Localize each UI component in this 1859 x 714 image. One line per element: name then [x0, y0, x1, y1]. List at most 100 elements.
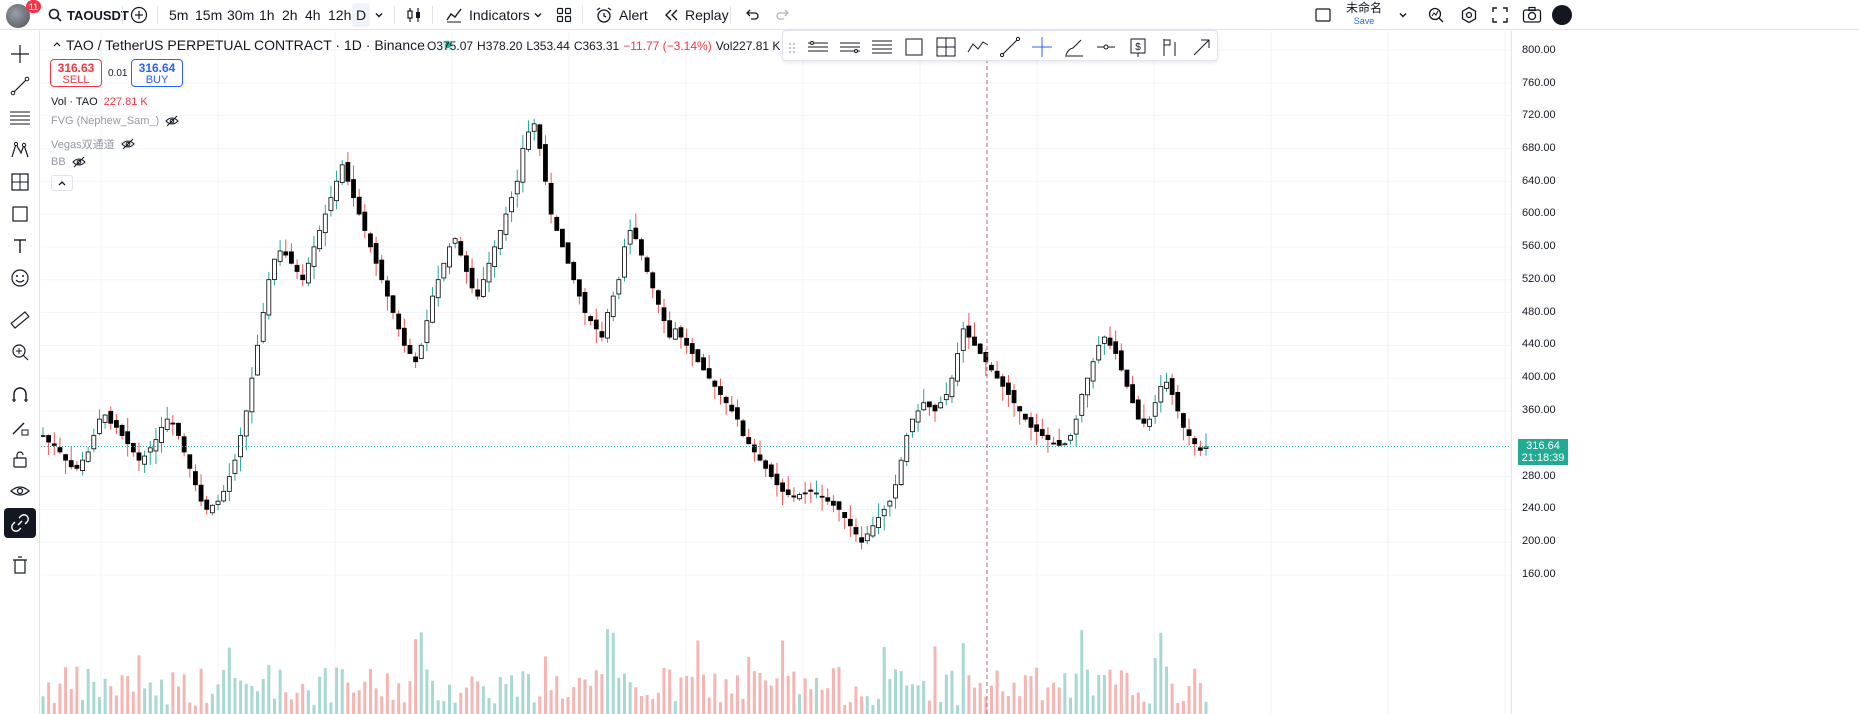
lock-drawings-tool[interactable] — [4, 444, 36, 474]
volume-bar — [385, 673, 389, 714]
chart-type-button[interactable] — [405, 0, 423, 30]
publish-avatar[interactable] — [1552, 5, 1572, 25]
volume-bar — [961, 643, 965, 714]
interval-4h[interactable]: 4h — [305, 7, 321, 23]
layout-select-button[interactable] — [1314, 0, 1332, 30]
shapes-tool[interactable] — [4, 199, 36, 229]
crosshair-tool[interactable] — [4, 39, 36, 69]
brush-icon[interactable] — [1063, 36, 1085, 58]
fullscreen-button[interactable] — [1492, 0, 1508, 30]
alert-button[interactable]: Alert — [595, 0, 648, 30]
candle-body — [893, 484, 898, 499]
candle-body — [661, 307, 667, 322]
candle-body — [153, 439, 159, 452]
candle-body — [187, 454, 193, 469]
candle-body — [593, 319, 599, 330]
eye-hidden-icon[interactable] — [71, 156, 86, 168]
replay-button[interactable]: Replay — [663, 0, 729, 30]
interval-12h[interactable]: 12h — [328, 7, 352, 23]
compare-symbol-button[interactable] — [130, 0, 148, 30]
drag-handle-icon[interactable] — [787, 36, 797, 58]
trend-line-tool[interactable] — [4, 71, 36, 101]
redo-button[interactable] — [775, 0, 791, 30]
magnet-tool[interactable] — [4, 380, 36, 410]
symbol-description[interactable]: TAO / TetherUS PERPETUAL CONTRACT · 1D ·… — [66, 37, 425, 53]
path-icon[interactable] — [967, 36, 989, 58]
market-status-dot — [442, 40, 453, 50]
forecast-tool[interactable] — [4, 167, 36, 197]
indicators-button[interactable]: Indicators — [445, 0, 530, 30]
volume-bar — [335, 667, 339, 714]
interval-dropdown[interactable] — [373, 0, 385, 30]
fib-tool[interactable] — [4, 103, 36, 133]
settings-button[interactable] — [1460, 0, 1478, 30]
sync-drawings-tool[interactable] — [4, 508, 36, 538]
remove-drawings-tool[interactable] — [4, 550, 36, 580]
interval-1h[interactable]: 1h — [259, 7, 275, 23]
indicators-dropdown[interactable] — [532, 0, 544, 30]
quick-search-button[interactable] — [1427, 0, 1445, 30]
chevron-down-icon — [375, 13, 383, 18]
flag-icon[interactable] — [1159, 36, 1181, 58]
pattern-tool[interactable] — [4, 135, 36, 165]
candle-body — [311, 246, 317, 267]
date-price-range-icon[interactable] — [935, 36, 957, 58]
interval-2h[interactable]: 2h — [282, 7, 298, 23]
price-label-icon[interactable]: $ — [1127, 36, 1149, 58]
emoji-tool[interactable] — [4, 263, 36, 293]
horizontal-ray-icon[interactable] — [807, 36, 829, 58]
candle-body — [582, 292, 588, 313]
arrow-icon[interactable] — [1191, 36, 1213, 58]
volume-bar — [1119, 670, 1123, 714]
trend-line-icon[interactable] — [999, 36, 1021, 58]
interval-5m[interactable]: 5m — [169, 7, 189, 23]
snapshot-button[interactable] — [1522, 0, 1542, 30]
fib-retracement-icon[interactable] — [871, 36, 893, 58]
volume-bar — [1063, 673, 1067, 714]
buy-button[interactable]: 316.64 BUY — [131, 59, 183, 87]
candle-body — [689, 343, 695, 354]
buy-price: 316.64 — [138, 61, 176, 75]
eye-hidden-icon[interactable] — [120, 138, 135, 150]
price-chart[interactable] — [41, 31, 1511, 714]
collapse-arrow-icon[interactable] — [52, 40, 62, 50]
collapse-indicators-button[interactable] — [51, 175, 73, 191]
candle-body — [876, 517, 881, 529]
interval-15m[interactable]: 15m — [195, 7, 223, 23]
horizontal-line-icon[interactable] — [1095, 36, 1117, 58]
candle-body — [68, 460, 74, 468]
interval-d[interactable]: D — [352, 3, 371, 27]
indicator-bb[interactable]: BB — [51, 156, 86, 168]
measure-tool[interactable] — [4, 305, 36, 335]
parallel-channel-icon[interactable] — [839, 36, 861, 58]
layout-name[interactable]: 未命名 Save — [1346, 2, 1382, 28]
volume-bar — [1131, 695, 1135, 714]
indicator-fvg[interactable]: FVG (Nephew_Sam_) — [51, 115, 179, 127]
volume-bar — [481, 686, 485, 714]
layout-dropdown[interactable] — [1397, 0, 1409, 30]
candle-body — [830, 500, 836, 506]
price-axis[interactable] — [1511, 31, 1568, 714]
symbol-search[interactable]: TAOUSDT — [48, 0, 129, 30]
zoom-tool[interactable] — [4, 337, 36, 367]
undo-button[interactable] — [744, 0, 760, 30]
price-tick: 400.00 — [1522, 371, 1556, 383]
candle-body — [492, 246, 498, 267]
templates-button[interactable] — [556, 0, 572, 30]
candle-body — [356, 196, 362, 215]
candle-body — [723, 396, 729, 404]
crosshair-icon[interactable] — [1031, 36, 1053, 58]
indicator-vegas[interactable]: Vegas双通道 — [51, 136, 135, 152]
high-value: H378.20 — [477, 39, 523, 53]
volume-bar — [617, 677, 621, 714]
text-tool[interactable] — [4, 231, 36, 261]
indicator-volume[interactable]: Vol · TAO 227.81 K — [51, 96, 148, 108]
interval-30m[interactable]: 30m — [227, 7, 255, 23]
stay-drawing-tool[interactable] — [4, 412, 36, 442]
hide-drawings-tool[interactable] — [4, 476, 36, 506]
eye-hidden-icon[interactable] — [165, 115, 179, 127]
rectangle-icon[interactable] — [903, 36, 925, 58]
sell-button[interactable]: 316.63 SELL — [50, 59, 102, 87]
candle-body — [255, 344, 260, 376]
candle-body — [1124, 369, 1130, 387]
